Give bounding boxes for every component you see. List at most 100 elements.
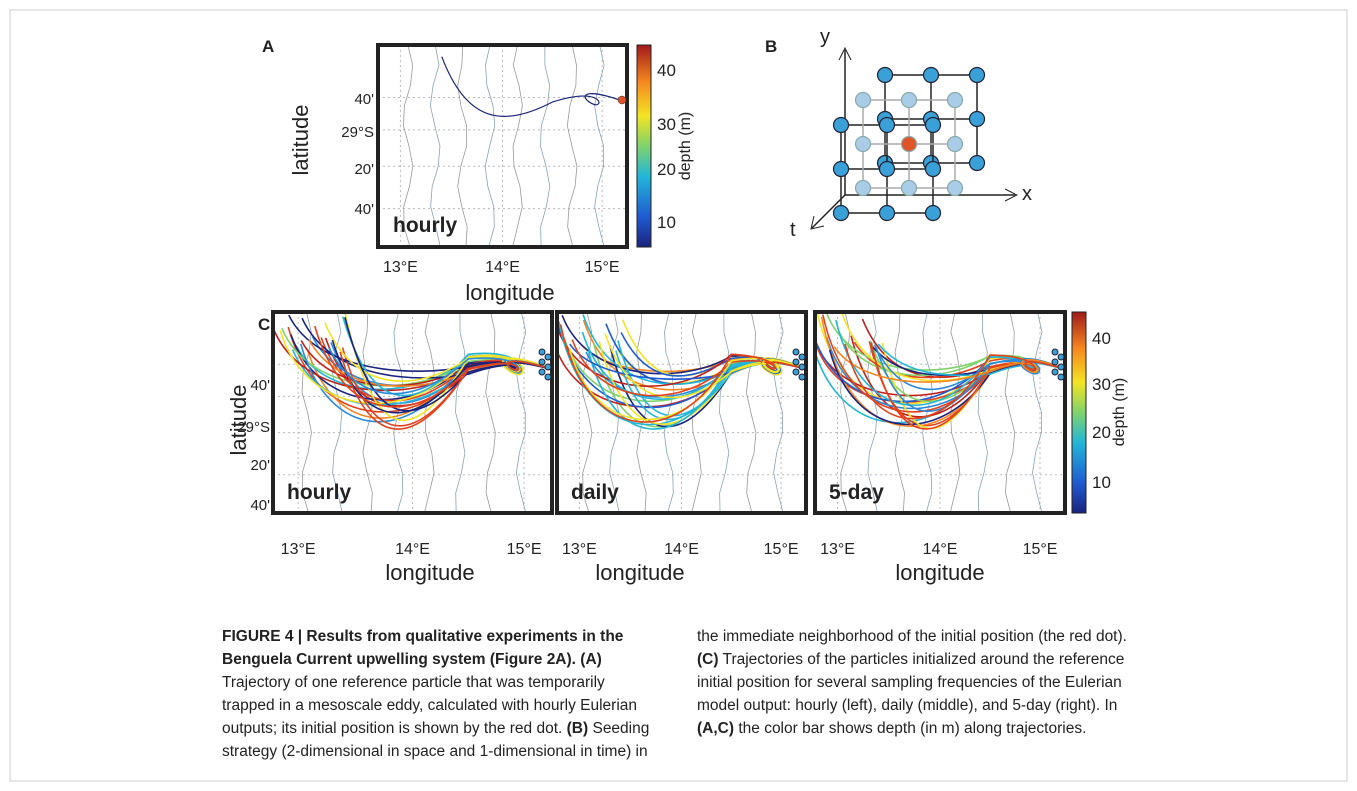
contour — [594, 45, 605, 247]
caption-run: Trajectories of the particles initialize… — [697, 651, 1125, 714]
contour — [1032, 312, 1043, 513]
contour — [773, 312, 784, 513]
arrow — [1004, 188, 1019, 202]
seed-point — [854, 91, 872, 109]
caption-run: (C) — [697, 651, 719, 668]
seed-dot — [1057, 373, 1065, 381]
seed-point — [946, 135, 964, 153]
map-frame — [271, 310, 554, 515]
colorbar-tick-label: 10 — [1092, 473, 1111, 492]
seed-dot — [792, 348, 800, 356]
y-tick-label: 20' — [354, 161, 374, 178]
colorbar-tick-label: 20 — [657, 160, 676, 179]
seed-point — [946, 179, 964, 197]
contour — [745, 312, 757, 513]
x-tick-label: 15°E — [764, 541, 799, 558]
seed-dot — [792, 368, 800, 376]
contour — [663, 312, 675, 513]
seed-dot — [544, 353, 552, 361]
panel-title: hourly — [287, 481, 351, 504]
x-axis-label: longitude — [385, 560, 474, 585]
x-tick-label: 15°E — [507, 541, 542, 558]
seed-point — [900, 135, 918, 153]
seed-dot — [1051, 358, 1059, 366]
seed-point — [968, 154, 986, 172]
map-area — [557, 312, 806, 513]
seed-point — [946, 91, 964, 109]
trajectory — [844, 343, 1065, 420]
contour — [977, 312, 988, 513]
axis — [811, 194, 846, 229]
map-area — [815, 312, 1065, 513]
seed-point — [876, 66, 894, 84]
seed-point — [832, 204, 850, 222]
seed-point — [900, 91, 918, 109]
trajectory — [559, 324, 806, 423]
panel-title: hourly — [393, 214, 457, 237]
x-tick-label: 13°E — [820, 541, 855, 558]
seed-point — [878, 116, 896, 134]
contour — [484, 45, 496, 247]
seed-dot — [544, 373, 552, 381]
y-tick-label: 40' — [354, 201, 374, 218]
seed-dot — [1051, 348, 1059, 356]
colorbar-tick-label: 40 — [657, 61, 676, 80]
x-tick-label: 14°E — [664, 541, 699, 558]
seed-dot — [798, 363, 806, 371]
figure-border — [9, 9, 1348, 782]
arrow — [810, 215, 825, 230]
contour — [485, 312, 496, 513]
colorbar-label: depth (m) — [677, 112, 694, 180]
colorbar-tick-label: 10 — [657, 213, 676, 232]
seed-point — [968, 66, 986, 84]
map-frame — [376, 43, 629, 249]
seed-dot — [544, 363, 552, 371]
trajectory — [324, 322, 552, 382]
panel-label: B — [765, 37, 777, 56]
seed-point — [924, 116, 942, 134]
x-tick-label: 15°E — [585, 259, 620, 276]
colorbar-label: depth (m) — [1111, 378, 1128, 446]
contour — [429, 45, 441, 247]
seed-point — [854, 179, 872, 197]
y-tick-label: 20' — [250, 457, 270, 474]
caption-run: FIGURE 4 | Results from qualitative expe… — [222, 628, 624, 668]
drawing: 13°E 14°E 15°E 40' 29°S 20' 40' 40 30 20 10 hourly 1… — [237, 43, 1111, 558]
y-tick-label: 40' — [250, 377, 270, 394]
colorbar — [1071, 311, 1087, 514]
seed-dot — [792, 358, 800, 366]
seed-point — [854, 135, 872, 153]
seed-dot — [1051, 368, 1059, 376]
map-frame — [813, 310, 1067, 515]
x-tick-label: 13°E — [383, 259, 418, 276]
x-axis-label: longitude — [895, 560, 984, 585]
caption: FIGURE 4 | Results from qualitative expe… — [222, 625, 1132, 763]
caption-run: the color bar shows depth (in m) along t… — [734, 720, 1087, 737]
seed-dot — [538, 358, 546, 366]
seed-dot — [1057, 353, 1065, 361]
colorbar-tick-label: 20 — [1092, 423, 1111, 442]
panel-title: daily — [571, 481, 619, 504]
x-tick-label: 14°E — [485, 259, 520, 276]
caption-run: (B) — [566, 720, 589, 737]
contour — [540, 45, 551, 247]
caption-run: (A) — [580, 651, 602, 668]
x-tick-label: 14°E — [923, 541, 958, 558]
x-tick-label: 14°E — [395, 541, 430, 558]
contour — [719, 312, 730, 513]
map-area — [378, 45, 627, 247]
panel-label: A — [262, 37, 274, 56]
x-axis-label: longitude — [465, 280, 554, 305]
contour — [455, 312, 466, 513]
y-tick-label: 29°S — [237, 419, 270, 436]
initial-position — [617, 95, 627, 105]
map-area — [273, 312, 552, 513]
contour — [512, 45, 523, 247]
trajectory — [568, 347, 806, 421]
seed-point — [922, 66, 940, 84]
trajectory — [441, 56, 627, 117]
seed-point — [878, 204, 896, 222]
contour — [362, 312, 373, 513]
contour — [894, 312, 905, 513]
